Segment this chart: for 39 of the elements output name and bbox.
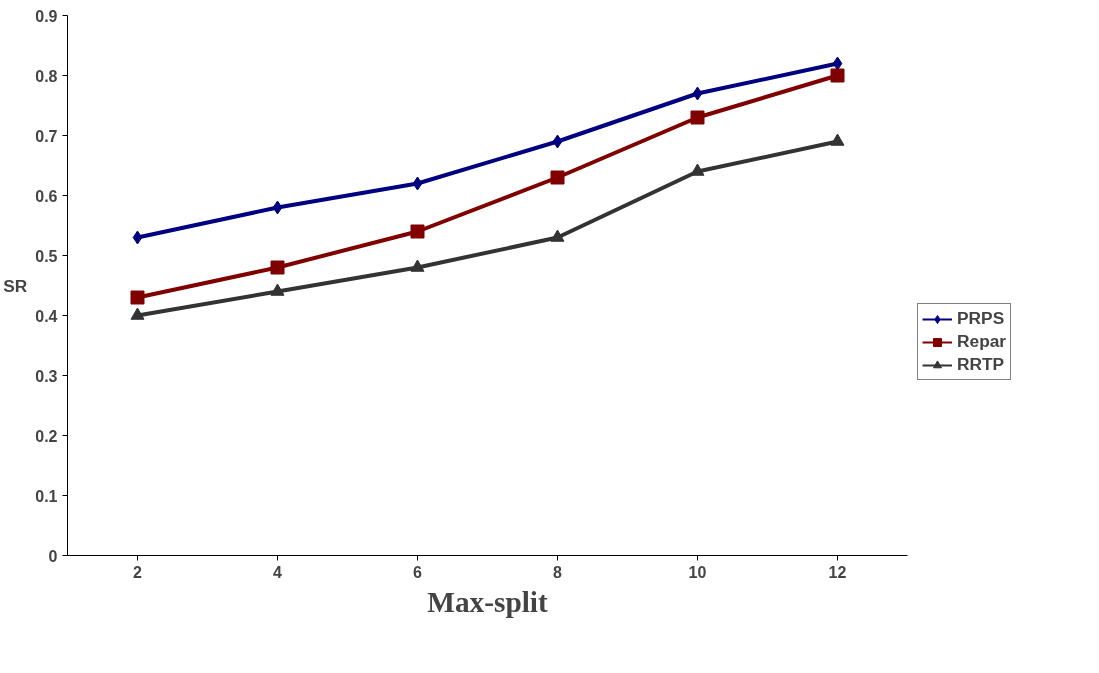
point: [130, 290, 145, 305]
point: [832, 56, 843, 71]
y-tick-label: 0.4: [35, 307, 58, 325]
y-tick-label: 0.1: [35, 487, 58, 505]
point: [552, 134, 563, 149]
point: [830, 133, 845, 146]
x-tick-label: 4: [273, 563, 283, 581]
point: [410, 259, 425, 272]
y-tick-label: 0.3: [35, 367, 58, 385]
point: [550, 229, 565, 242]
point: [412, 176, 423, 191]
y-tick-label: 0.7: [35, 127, 58, 145]
y-tick-label: 0.5: [35, 247, 58, 265]
point: [270, 283, 285, 296]
x-tick-label: 2: [133, 563, 143, 581]
y-axis-title: SR: [3, 275, 28, 296]
x-axis-title: Max-split: [427, 585, 549, 618]
point: [550, 170, 565, 185]
y-tick-label: 0.9: [35, 7, 58, 25]
point: [272, 200, 283, 215]
x-tick-label: 12: [828, 563, 847, 581]
point: [690, 110, 705, 125]
y-tick-label: 0.2: [35, 427, 58, 445]
point: [690, 163, 705, 176]
point: [270, 260, 285, 275]
point: [130, 307, 145, 320]
x-tick-label: 6: [413, 563, 423, 581]
x-tick-label: 8: [553, 563, 563, 581]
legend-label: Repar: [957, 331, 1007, 352]
y-tick-label: 0.8: [35, 67, 58, 85]
y-tick-label: 0.6: [35, 187, 58, 205]
point: [410, 224, 425, 239]
legend-label: PRPS: [957, 308, 1005, 329]
x-tick-label: 10: [688, 563, 707, 581]
point: [692, 86, 703, 101]
point: [132, 230, 143, 245]
y-tick-label: 0: [48, 547, 58, 565]
point: [830, 68, 845, 83]
legend-label: RRTP: [957, 354, 1005, 375]
